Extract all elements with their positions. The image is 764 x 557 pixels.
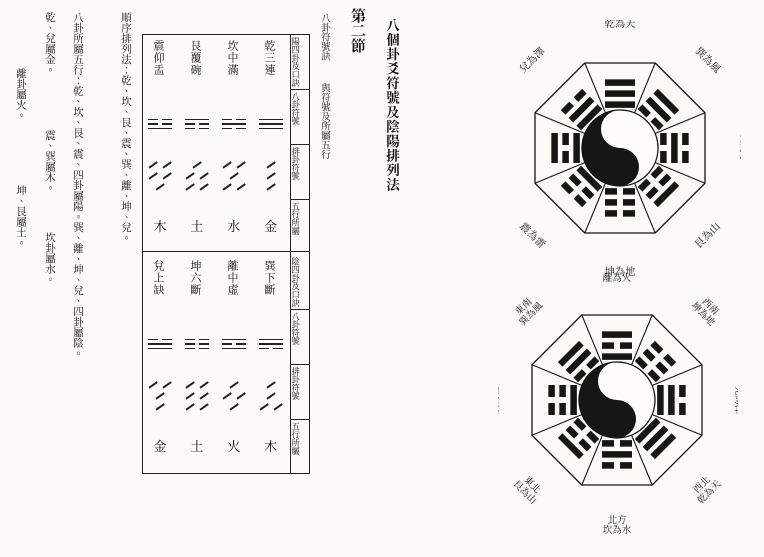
- svg-text:坎為水: 坎為水: [738, 133, 741, 164]
- svg-text:東方震為雷: 東方震為雷: [498, 385, 502, 414]
- svg-text:西北乾為天: 西北乾為天: [686, 469, 724, 507]
- svg-text:震為雷: 震為雷: [517, 218, 549, 250]
- svg-text:巽為風: 巽為風: [693, 43, 725, 75]
- svg-text:東南巽為風: 東南巽為風: [508, 291, 546, 329]
- svg-text:乾為天: 乾為天: [605, 20, 636, 30]
- svg-text:西方兌為澤: 西方兌為澤: [732, 386, 738, 415]
- svg-text:東北艮為山: 東北艮為山: [510, 469, 547, 506]
- svg-text:兌為澤: 兌為澤: [515, 43, 547, 75]
- svg-text:北方坎為水: 北方坎為水: [603, 512, 632, 536]
- svg-text:艮為山: 艮為山: [690, 218, 722, 250]
- svg-text:南方離為火: 南方離為火: [603, 272, 632, 285]
- svg-text:西南坤為地: 西南坤為地: [688, 291, 726, 329]
- svg-text:離為火: 離為火: [501, 133, 502, 164]
